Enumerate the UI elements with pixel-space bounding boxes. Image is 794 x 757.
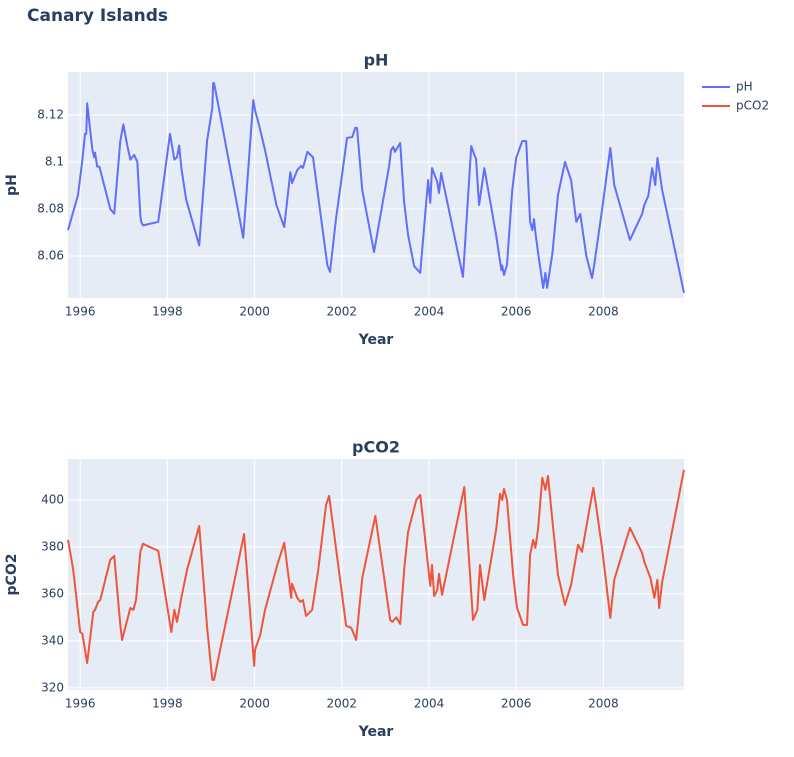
x-tick-label: 2002: [327, 305, 358, 319]
x-tick-label: 2006: [501, 305, 532, 319]
x-axis-label: Year: [358, 724, 394, 740]
x-tick-label: 2002: [327, 697, 358, 711]
y-tick-label: 380: [41, 539, 64, 553]
x-tick-label: 1996: [65, 305, 96, 319]
y-tick-label: 360: [41, 586, 64, 600]
x-tick-label: 2008: [588, 305, 619, 319]
y-axis-label: pH: [4, 174, 20, 196]
y-tick-label: 320: [41, 680, 64, 694]
x-tick-label: 1998: [152, 305, 183, 319]
subplot-title: pCO2: [352, 438, 400, 457]
y-tick-label: 8.08: [37, 201, 64, 215]
x-tick-label: 2000: [239, 305, 270, 319]
x-tick-label: 2008: [588, 697, 619, 711]
legend-label: pCO2: [736, 99, 769, 113]
x-tick-label: 1998: [152, 697, 183, 711]
y-tick-label: 8.12: [37, 107, 64, 121]
x-tick-label: 2004: [414, 305, 445, 319]
legend-label: pH: [736, 80, 753, 94]
x-tick-label: 2004: [414, 697, 445, 711]
y-tick-label: 400: [41, 492, 64, 506]
data-line: [67, 469, 685, 681]
figure-title: Canary Islands: [27, 6, 168, 26]
y-tick-label: 340: [41, 633, 64, 647]
x-tick-label: 2006: [501, 697, 532, 711]
subplot-title: pH: [364, 51, 389, 70]
y-axis-label: pCO2: [4, 554, 20, 596]
x-tick-label: 2000: [239, 697, 270, 711]
y-tick-label: 8.1: [45, 154, 64, 168]
x-tick-label: 1996: [65, 697, 96, 711]
plot-area: [68, 72, 684, 298]
x-axis-label: Year: [358, 332, 394, 348]
y-tick-label: 8.06: [37, 248, 64, 262]
data-line: [67, 82, 685, 294]
plot-area: [68, 459, 684, 690]
